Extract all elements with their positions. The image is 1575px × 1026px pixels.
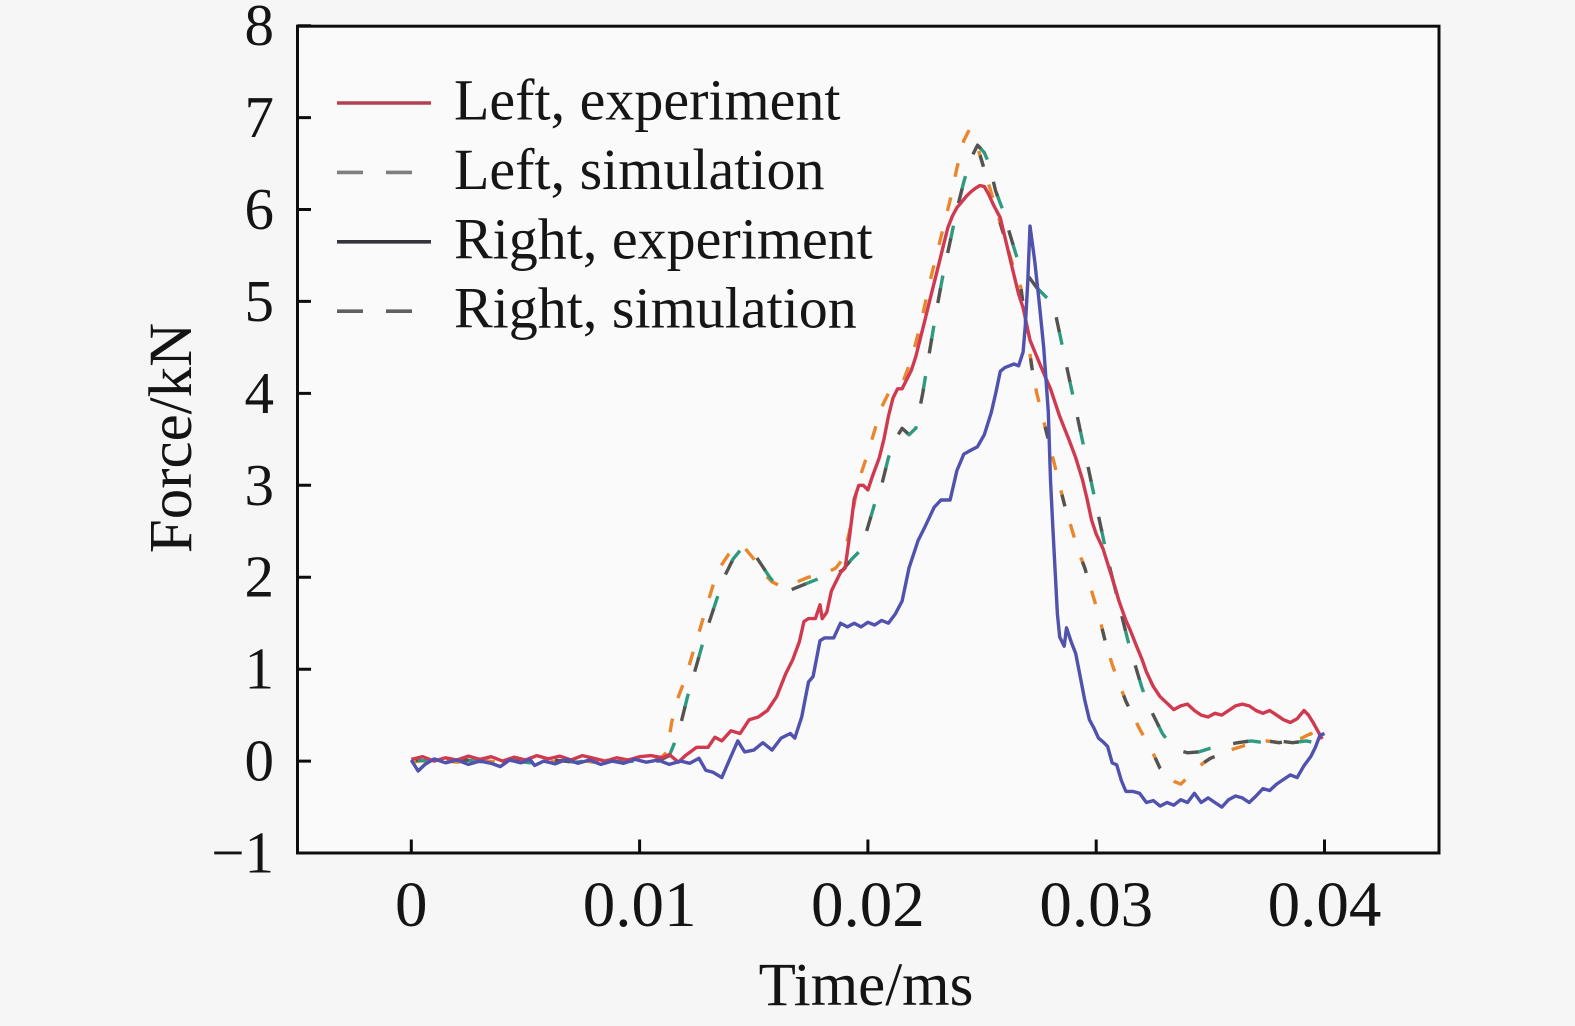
svg-text:Right, experiment: Right, experiment bbox=[454, 206, 873, 271]
svg-text:Left, simulation: Left, simulation bbox=[454, 137, 825, 202]
svg-text:8: 8 bbox=[245, 0, 275, 58]
svg-text:0.02: 0.02 bbox=[811, 869, 925, 941]
svg-text:3: 3 bbox=[245, 452, 275, 518]
svg-text:Right, simulation: Right, simulation bbox=[454, 276, 857, 341]
svg-text:0: 0 bbox=[395, 869, 428, 941]
svg-text:7: 7 bbox=[245, 84, 275, 150]
svg-text:2: 2 bbox=[245, 544, 275, 610]
svg-text:Time/ms: Time/ms bbox=[759, 952, 974, 1019]
svg-text:1: 1 bbox=[245, 636, 275, 702]
svg-text:0.04: 0.04 bbox=[1268, 869, 1382, 941]
svg-text:Left, experiment: Left, experiment bbox=[454, 68, 841, 133]
svg-text:−1: −1 bbox=[211, 820, 274, 886]
svg-text:6: 6 bbox=[245, 176, 275, 242]
svg-text:0.03: 0.03 bbox=[1039, 869, 1153, 941]
svg-text:0: 0 bbox=[245, 728, 275, 794]
svg-text:5: 5 bbox=[245, 268, 275, 334]
svg-text:0.01: 0.01 bbox=[583, 869, 697, 941]
svg-text:4: 4 bbox=[245, 360, 275, 426]
svg-text:Force/kN: Force/kN bbox=[138, 323, 205, 553]
